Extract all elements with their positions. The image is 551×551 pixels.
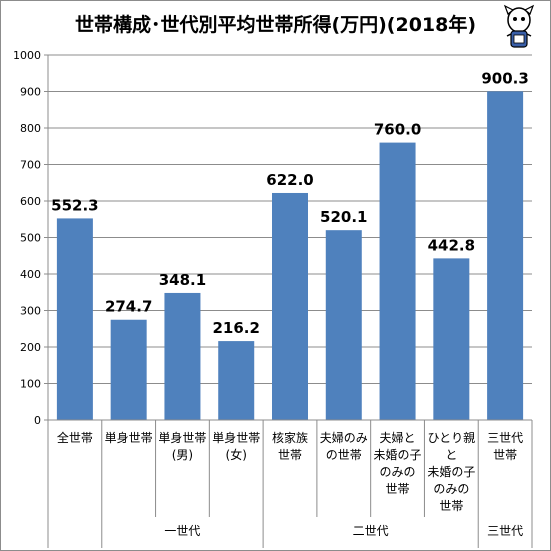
y-tick-label: 300 xyxy=(20,305,41,318)
mascot-icon xyxy=(503,4,535,48)
chart-title: 世帯構成･世代別平均世帯所得(万円)(2018年) xyxy=(74,14,477,36)
bar xyxy=(218,341,255,420)
y-tick-label: 200 xyxy=(20,341,41,354)
y-tick-label: 400 xyxy=(20,268,41,281)
data-label: 274.7 xyxy=(105,298,152,316)
y-tick-label: 800 xyxy=(20,122,41,135)
x-category-label: 夫婦と未婚の子のみの世帯 xyxy=(374,430,422,496)
x-group-label: 一世代 xyxy=(164,524,200,538)
x-category-label: 単身世帯(女) xyxy=(212,430,260,462)
x-category-label: 単身世帯 xyxy=(105,430,153,445)
bar xyxy=(379,142,416,420)
x-category-label: 単身世帯(男) xyxy=(158,430,206,462)
bar xyxy=(56,218,93,420)
x-category-label: 三世代世帯 xyxy=(487,431,523,462)
y-axis-ticks: 0 100 200 300 400 500 600 700 800 900 1000 xyxy=(13,49,48,427)
axes xyxy=(47,55,533,548)
data-label: 552.3 xyxy=(51,196,98,214)
bar xyxy=(110,319,147,420)
x-axis-categories: 全世帯 単身世帯 単身世帯(男)単身世帯(女) 核家族世帯夫婦のみの世帯夫婦と未婚の子… xyxy=(57,430,523,513)
x-category-label: 全世帯 xyxy=(57,430,93,445)
bar xyxy=(325,230,362,420)
x-group-label: 二世代 xyxy=(353,524,389,538)
x-category-label: ひとり親と未婚の子のみの世帯 xyxy=(427,431,475,513)
y-tick-label: 100 xyxy=(20,378,41,391)
y-tick-label: 1000 xyxy=(13,49,41,62)
x-category-label: 夫婦のみの世帯 xyxy=(320,430,368,462)
bar xyxy=(487,91,524,420)
y-tick-label: 500 xyxy=(20,232,41,245)
data-label: 760.0 xyxy=(374,121,421,139)
y-tick-label: 700 xyxy=(20,159,41,172)
x-axis-groups: 一世代 二世代 三世代 xyxy=(164,524,523,538)
data-label: 216.2 xyxy=(212,319,259,337)
value-labels: 552.3 274.7 348.1 216.2 622.0 520.1 760.0 442.8… xyxy=(51,69,529,337)
data-label: 520.1 xyxy=(320,208,367,226)
bar xyxy=(164,292,201,420)
data-label: 900.3 xyxy=(481,69,528,87)
x-group-label: 三世代 xyxy=(487,524,523,538)
data-label: 348.1 xyxy=(159,271,206,289)
bar xyxy=(272,192,308,420)
data-label: 442.8 xyxy=(428,236,475,254)
y-tick-label: 0 xyxy=(34,414,41,427)
x-category-label: 核家族世帯 xyxy=(272,430,308,462)
y-tick-label: 600 xyxy=(20,195,41,208)
y-tick-label: 900 xyxy=(20,86,41,99)
bar xyxy=(433,258,470,420)
data-label: 622.0 xyxy=(266,171,313,189)
bars xyxy=(56,91,524,420)
